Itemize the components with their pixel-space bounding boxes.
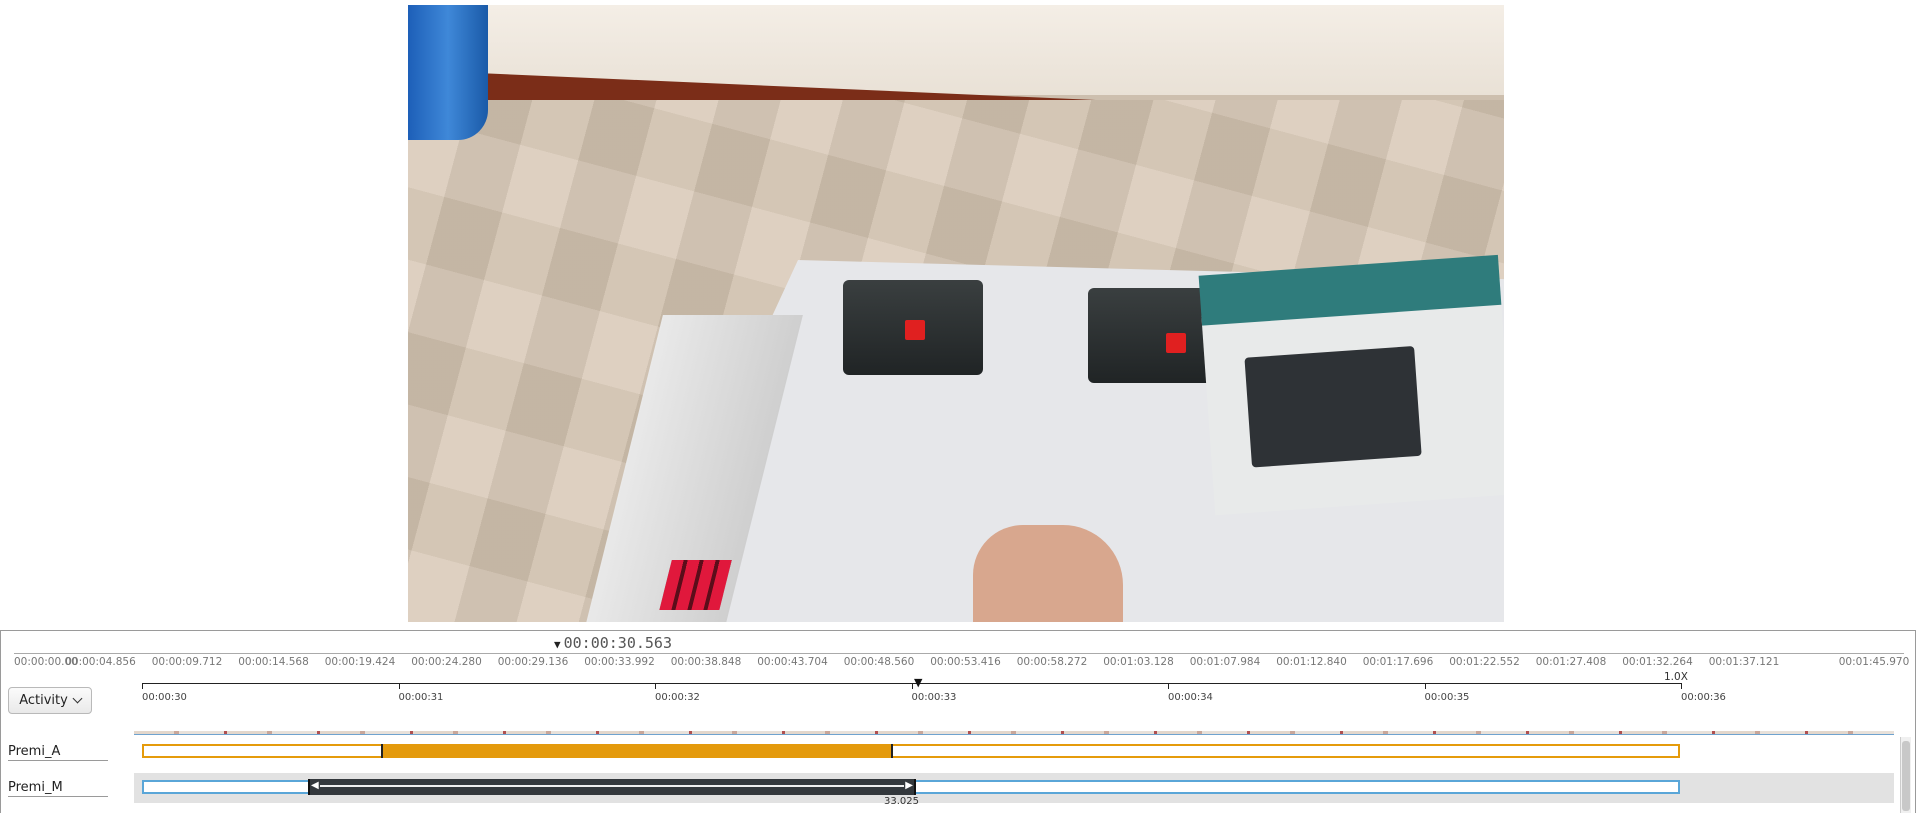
timeline-panel: ▼ 00:00:30.563 00:00:00.00 00:00:04.856 00:… [0,630,1916,813]
track-label-premi-m: Premi_M [8,780,108,797]
thumbnail-strip-edge [134,734,1894,735]
detail-tick-label: 00:00:30 [142,692,187,703]
detail-tick [911,683,913,689]
detail-tick-label: 00:00:36 [1681,692,1726,703]
overview-tick-label: 00:00:09.712 [151,656,223,668]
detail-tick-label: 00:00:32 [655,692,700,703]
detail-tick-label: 00:00:31 [398,692,444,703]
detail-tick [655,683,656,689]
cursor-marker-icon: ▼ [554,638,561,651]
overview-tick-label: 00:01:17.696 [1362,656,1434,668]
resize-right-icon[interactable]: ▶ [905,780,913,791]
annotation-segment-premi-a[interactable] [381,744,893,758]
scene-bucket [408,5,488,140]
annotation-segment-premi-m[interactable]: ◀ ▶ [308,779,916,795]
overview-tick-label: 00:01:37.121 [1708,656,1780,668]
chevron-down-icon [72,693,83,704]
overview-tick-label: 00:00:14.568 [238,656,309,668]
overview-tick-label: 00:00:33.992 [584,656,655,668]
track-premi-a[interactable] [142,744,1680,758]
scene-oscilloscope [1198,254,1504,516]
overview-tick-label: 00:01:27.408 [1535,656,1607,668]
overview-tick-label: 00:00:19.424 [324,656,396,668]
detail-tick [1424,683,1426,689]
detail-ruler[interactable]: 00:00:30 00:00:31 00:00:32 00:00:33 00:00:34… [142,683,1726,713]
detail-tick [398,683,400,689]
overview-tick-label: 00:00:24.280 [411,656,482,668]
overview-tick-label: 00:01:03.128 [1103,656,1174,668]
overview-tick-label: 00:00:00.00 [14,656,78,668]
vertical-scrollbar[interactable] [1900,737,1911,813]
activity-dropdown[interactable]: Activity [8,687,92,714]
overview-tick-label: 00:01:32.264 [1622,656,1693,668]
overview-tick-label: 00:00:53.416 [930,656,1001,668]
detail-tick-label: 00:00:34 [1168,692,1213,703]
thumbnail-strip [134,731,1894,734]
overview-tick-label: 00:00:04.856 [65,656,136,668]
zoom-level: 1.0X [1664,671,1688,683]
cursor-time-readout: ▼ 00:00:30.563 [554,634,672,652]
detail-tick [1168,683,1169,689]
detail-tick-label: 00:00:35 [1424,692,1470,703]
overview-tick-label: 00:01:22.552 [1449,656,1520,668]
scene-hand [973,525,1123,622]
resize-left-icon[interactable]: ◀ [311,780,319,791]
track-label-premi-a: Premi_A [8,744,108,761]
overview-ruler[interactable]: 00:00:00.00 00:00:04.856 00:00:09.712 00:00… [14,653,1909,668]
detail-tick [142,683,143,689]
overview-tick-label: 00:00:29.136 [497,656,569,668]
detail-tick [1681,683,1682,689]
playhead-marker-icon[interactable]: ▼ [914,676,923,689]
scene-switch-box-1 [843,280,983,375]
overview-tick-label: 00:01:45.970 [1838,656,1910,668]
detail-tick-label: 00:00:33 [911,692,957,703]
overview-tick-label: 00:00:48.560 [843,656,915,668]
overview-tick-label: 00:00:38.848 [670,656,742,668]
segment-end-time: 33.025 [884,796,919,807]
overview-tick-label: 00:01:07.984 [1189,656,1261,668]
overview-tick-label: 00:00:43.704 [757,656,828,668]
video-frame[interactable] [408,5,1504,622]
overview-tick-label: 00:00:58.272 [1016,656,1088,668]
activity-dropdown-label: Activity [19,693,68,708]
overview-tick-label: 00:01:12.840 [1276,656,1347,668]
